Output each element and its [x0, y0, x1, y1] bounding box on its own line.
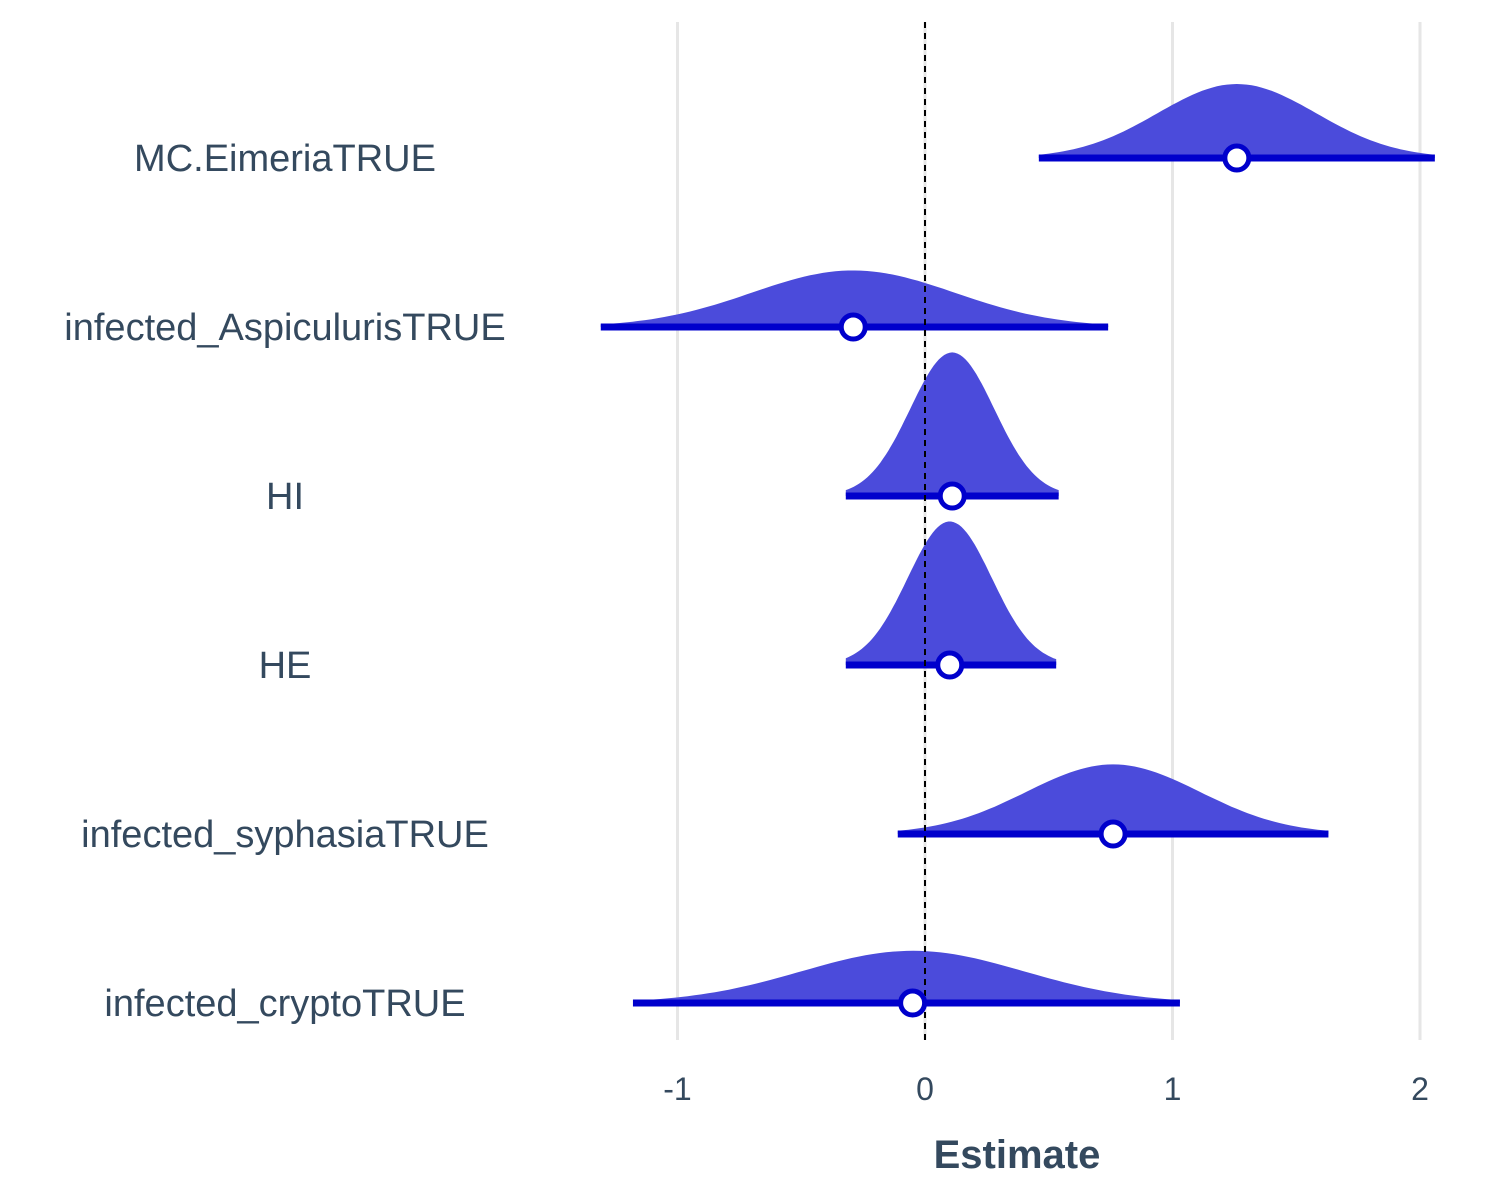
x-axis-title: Estimate: [934, 1133, 1101, 1177]
category-label-3: HE: [259, 645, 312, 687]
point-estimate-2: [937, 481, 967, 511]
category-label-0: MC.EimeriaTRUE: [134, 138, 436, 180]
point-layer: [838, 143, 1252, 1018]
category-labels: MC.EimeriaTRUE infected_AspiculurisTRUE HI…: [64, 138, 505, 1025]
density-4: [897, 764, 1329, 834]
density-5: [633, 950, 1180, 1003]
point-estimate-3: [935, 650, 965, 680]
x-tick-label-0: -1: [663, 1071, 691, 1107]
density-0: [1038, 84, 1435, 158]
category-label-1: infected_AspiculurisTRUE: [64, 307, 505, 349]
category-label-4: infected_syphasiaTRUE: [81, 814, 489, 856]
x-tick-label-1: 0: [916, 1071, 934, 1107]
density-3: [845, 521, 1057, 665]
point-estimate-4: [1098, 819, 1128, 849]
category-label-2: HI: [266, 476, 304, 518]
grid-layer: [676, 22, 1422, 1040]
density-layer: [600, 84, 1435, 1007]
point-estimate-1: [838, 312, 868, 342]
density-2: [845, 352, 1059, 496]
x-tick-label-2: 1: [1164, 1071, 1182, 1107]
category-label-5: infected_cryptoTRUE: [104, 983, 465, 1025]
x-tick-labels: -1 0 1 2: [663, 1071, 1429, 1107]
point-estimate-0: [1222, 143, 1252, 173]
density-1: [600, 270, 1109, 327]
point-estimate-5: [898, 988, 928, 1018]
x-tick-label-3: 2: [1411, 1071, 1429, 1107]
